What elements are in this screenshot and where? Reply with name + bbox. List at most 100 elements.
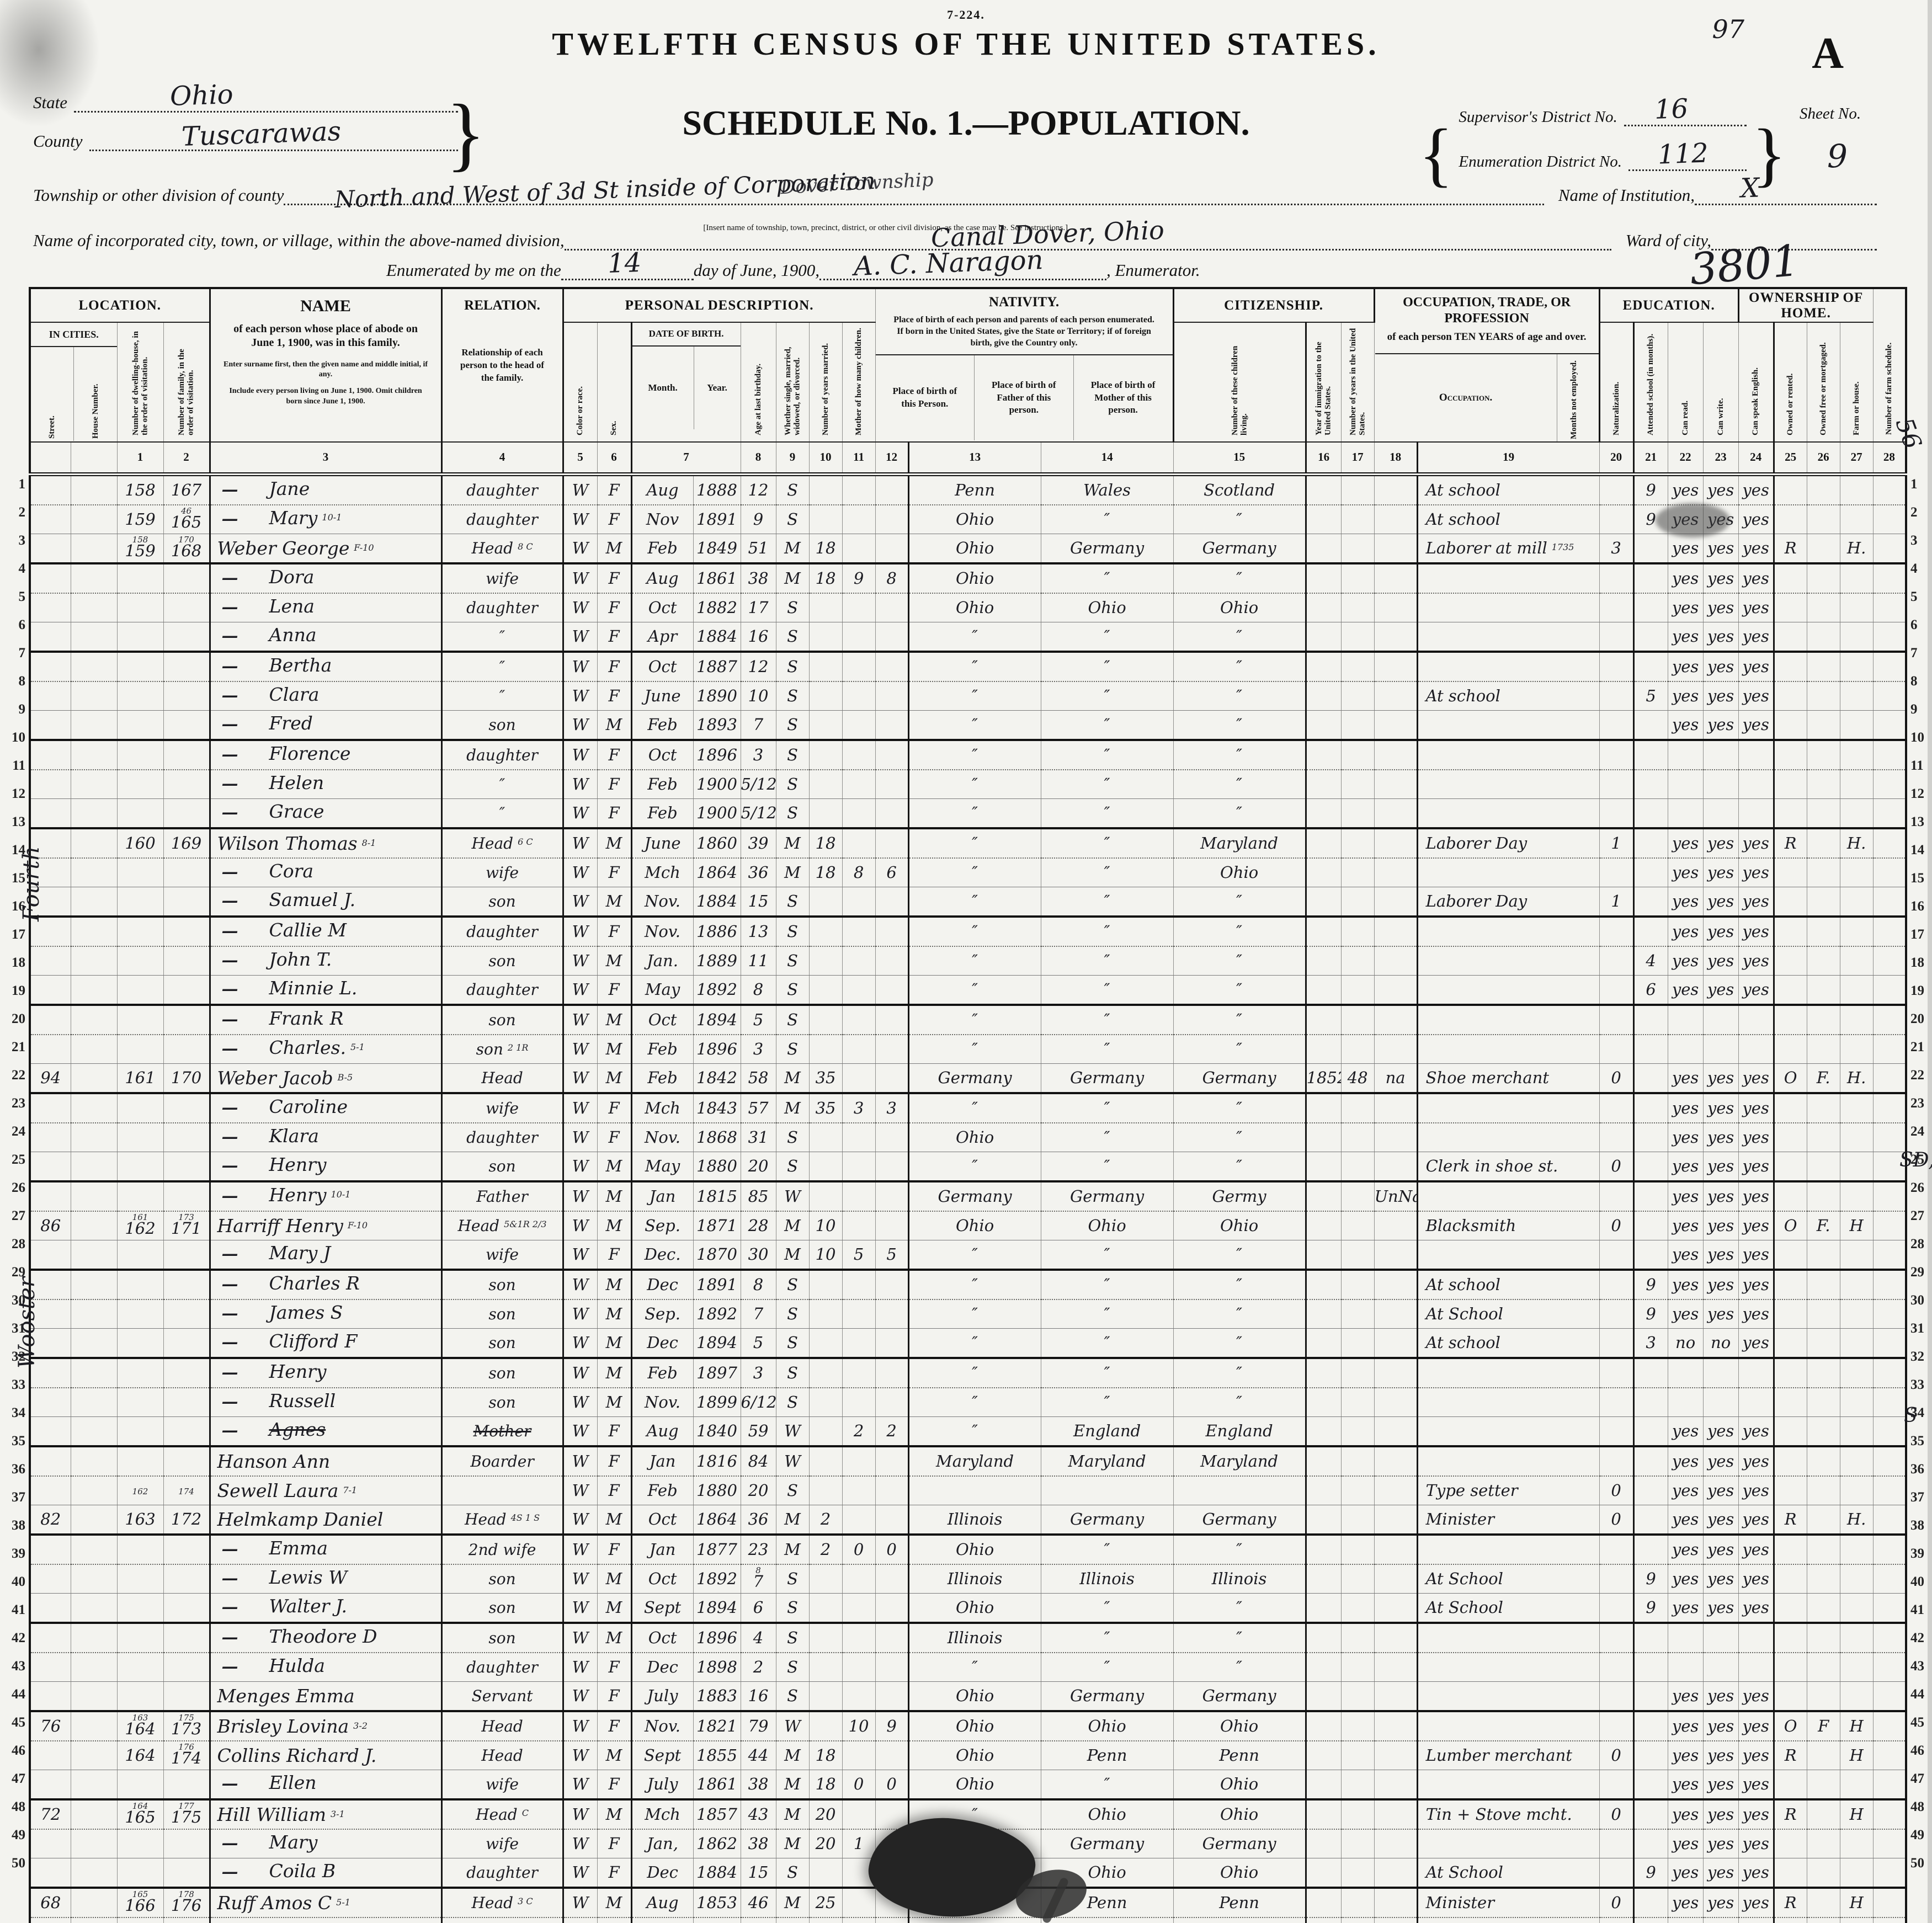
cell-annotation: 177	[178, 1801, 194, 1811]
cell-value: yes	[1707, 1187, 1734, 1206]
marital-label-cell: Whether single, married, widowed, or div…	[776, 322, 810, 442]
cell-street	[30, 857, 71, 887]
cell-value: Germany	[1070, 1068, 1145, 1087]
cell-street: 94	[30, 1063, 71, 1094]
cell-value: son	[488, 1628, 516, 1647]
table-row: — Henry son W M Feb 1897 3 S ″ ″ ″	[30, 1357, 1907, 1388]
cell-value: ″	[1104, 1628, 1110, 1647]
col-number-10: 10	[809, 441, 843, 476]
cell-months-unemployed: 0	[1599, 1211, 1635, 1240]
cell-annotation: 174	[178, 1486, 194, 1496]
cell-value: Grace	[269, 800, 324, 822]
cell-children-living	[875, 1181, 909, 1212]
cell-pob: ″	[908, 975, 1041, 1006]
cell-value: 9	[1646, 1304, 1656, 1323]
cell-naturalization	[1374, 946, 1418, 976]
cell-value: Harriff Henry	[217, 1214, 343, 1237]
cell-value: ″	[1104, 1393, 1110, 1411]
cell-value: F	[608, 1099, 620, 1117]
cell-value: 10	[748, 686, 769, 705]
cell-imm-year	[1306, 1211, 1342, 1240]
cell-month: Oct	[631, 1505, 694, 1536]
age-label: Age at last birthday.	[753, 363, 763, 435]
cell-month: Dec.	[631, 1240, 694, 1271]
cell-months-unemployed: 0	[1599, 1475, 1635, 1505]
cell-value: yes	[1707, 657, 1734, 676]
cell-name: — Klara	[210, 1122, 443, 1152]
cell-value: M	[784, 1834, 801, 1853]
row-number: 42	[1910, 1631, 1924, 1645]
cell-can-read: yes	[1668, 1534, 1704, 1565]
row-number: 1	[18, 477, 26, 492]
cell-school-months	[1633, 1093, 1668, 1123]
cell-months-unemployed	[1599, 1622, 1635, 1653]
cell-dwelling	[117, 1622, 164, 1653]
cell-value: S	[787, 775, 798, 793]
cell-farm-schedule	[1873, 1093, 1907, 1123]
cell-naturalization	[1374, 1770, 1418, 1801]
cell-marital: S	[776, 504, 810, 534]
cell-owned-rented	[1774, 1622, 1807, 1653]
cell-marital: S	[776, 1152, 810, 1182]
cell-annotation: 46	[180, 505, 192, 516]
cell-street	[30, 1357, 71, 1388]
cell-value: yes	[1707, 1863, 1734, 1882]
cell-children-living	[875, 1622, 909, 1653]
cell-owned-rented	[1774, 1122, 1807, 1152]
cell-annotation: 5&1R 2/3	[504, 1219, 547, 1230]
cell-marital: M	[776, 1063, 810, 1094]
cell-age: 85	[741, 1181, 776, 1212]
cell-farm-house	[1840, 1328, 1874, 1359]
cell-naturalization	[1374, 739, 1418, 770]
marital-label: Whether single, married, widowed, or div…	[783, 347, 802, 435]
cell-farm-schedule	[1873, 1063, 1907, 1094]
cell-marital: S	[776, 1034, 810, 1064]
cell-children-living	[875, 474, 909, 505]
cell-value: ″	[1104, 657, 1110, 676]
cell-imm-year	[1306, 651, 1342, 682]
cell-mother-children	[842, 622, 876, 653]
cell-farm-schedule	[1873, 1416, 1907, 1447]
cell-value: M	[605, 1893, 622, 1912]
cell-family	[163, 1004, 211, 1035]
cell-years-us	[1341, 1858, 1375, 1889]
cell-owned-free	[1807, 916, 1840, 947]
cell-name: Wilson Thomas 8-1	[210, 828, 443, 859]
row-number: 21	[1910, 1040, 1924, 1054]
cell-imm-year	[1306, 1152, 1342, 1182]
cell-years-married	[809, 1181, 843, 1212]
cell-marital: M	[776, 1211, 810, 1240]
cell-naturalization	[1374, 622, 1418, 653]
cell-street	[30, 916, 71, 947]
cell-mother-children	[842, 651, 876, 682]
cell-can-english: yes	[1738, 1681, 1775, 1712]
cell-house	[71, 681, 118, 711]
cell-dwelling: 158	[117, 474, 164, 505]
cell-imm-year	[1306, 916, 1342, 947]
cell-value: W	[572, 1363, 589, 1382]
ditto-dash: —	[221, 1155, 238, 1175]
cell-pob-mother: ″	[1173, 1652, 1307, 1682]
cell-children-living: 8	[875, 563, 909, 594]
cell-can-english	[1738, 1034, 1775, 1064]
cell-age: 58	[741, 1063, 776, 1094]
cell-value: yes	[1672, 627, 1699, 646]
cell-relation: Father	[441, 1181, 564, 1212]
ditto-dash: —	[222, 1922, 238, 1923]
cell-owned-rented	[1774, 887, 1807, 918]
cell-pob: ″	[908, 857, 1041, 887]
cell-year: 1843	[693, 1093, 741, 1123]
cell-value: yes	[1742, 834, 1769, 853]
cell-years-married	[809, 1416, 843, 1447]
cell-imm-year	[1306, 1829, 1342, 1858]
cell-value: W	[572, 481, 589, 499]
cell-value: 36	[748, 1510, 769, 1528]
cell-value: S	[787, 1569, 798, 1588]
cell-value: yes	[1742, 1775, 1769, 1793]
cell-naturalization	[1374, 1887, 1418, 1918]
cell-mother-children	[842, 1740, 876, 1770]
cell-value: yes	[1742, 1569, 1769, 1588]
cell-house	[71, 1887, 118, 1918]
cell-years-married: 18	[809, 534, 843, 564]
cell-age: 15	[741, 1858, 776, 1889]
